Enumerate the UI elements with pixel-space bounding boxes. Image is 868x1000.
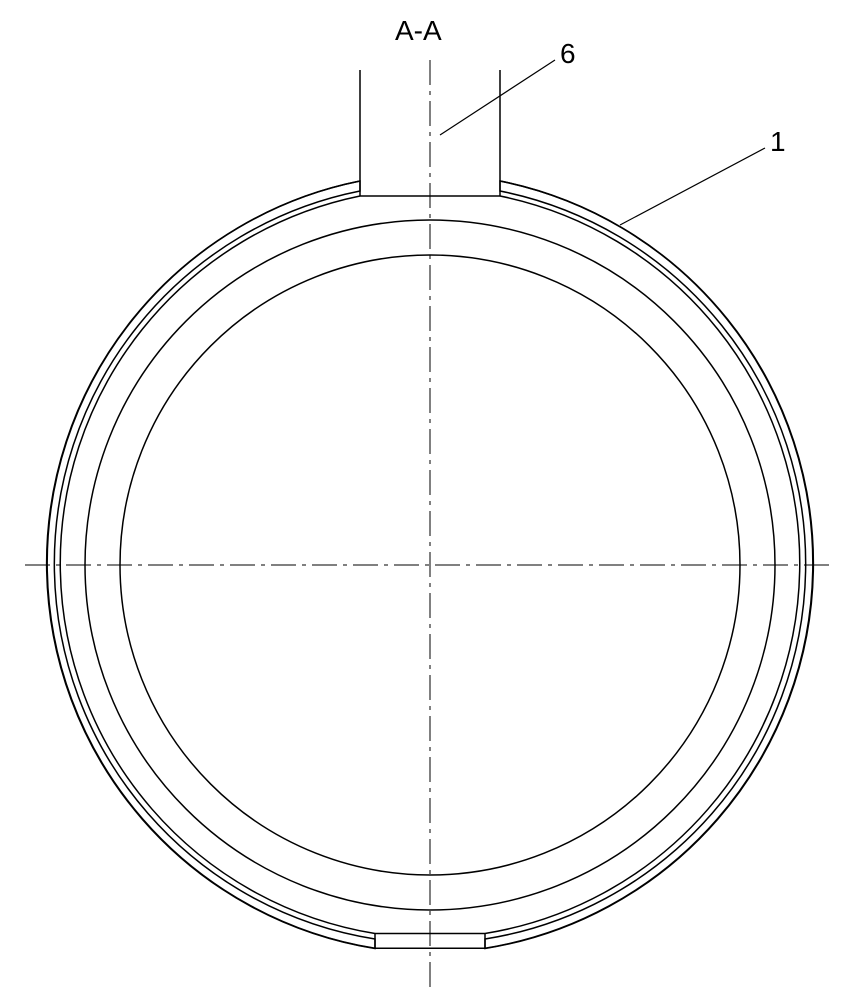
diagram-container: A-A 6 1 xyxy=(0,0,868,1000)
section-view-label: A-A xyxy=(395,15,442,47)
leader-line-1 xyxy=(620,148,765,225)
callout-6-label: 6 xyxy=(560,38,576,70)
section-view-drawing xyxy=(0,0,868,1000)
leader-line-6 xyxy=(440,60,555,135)
callout-1-label: 1 xyxy=(770,126,786,158)
